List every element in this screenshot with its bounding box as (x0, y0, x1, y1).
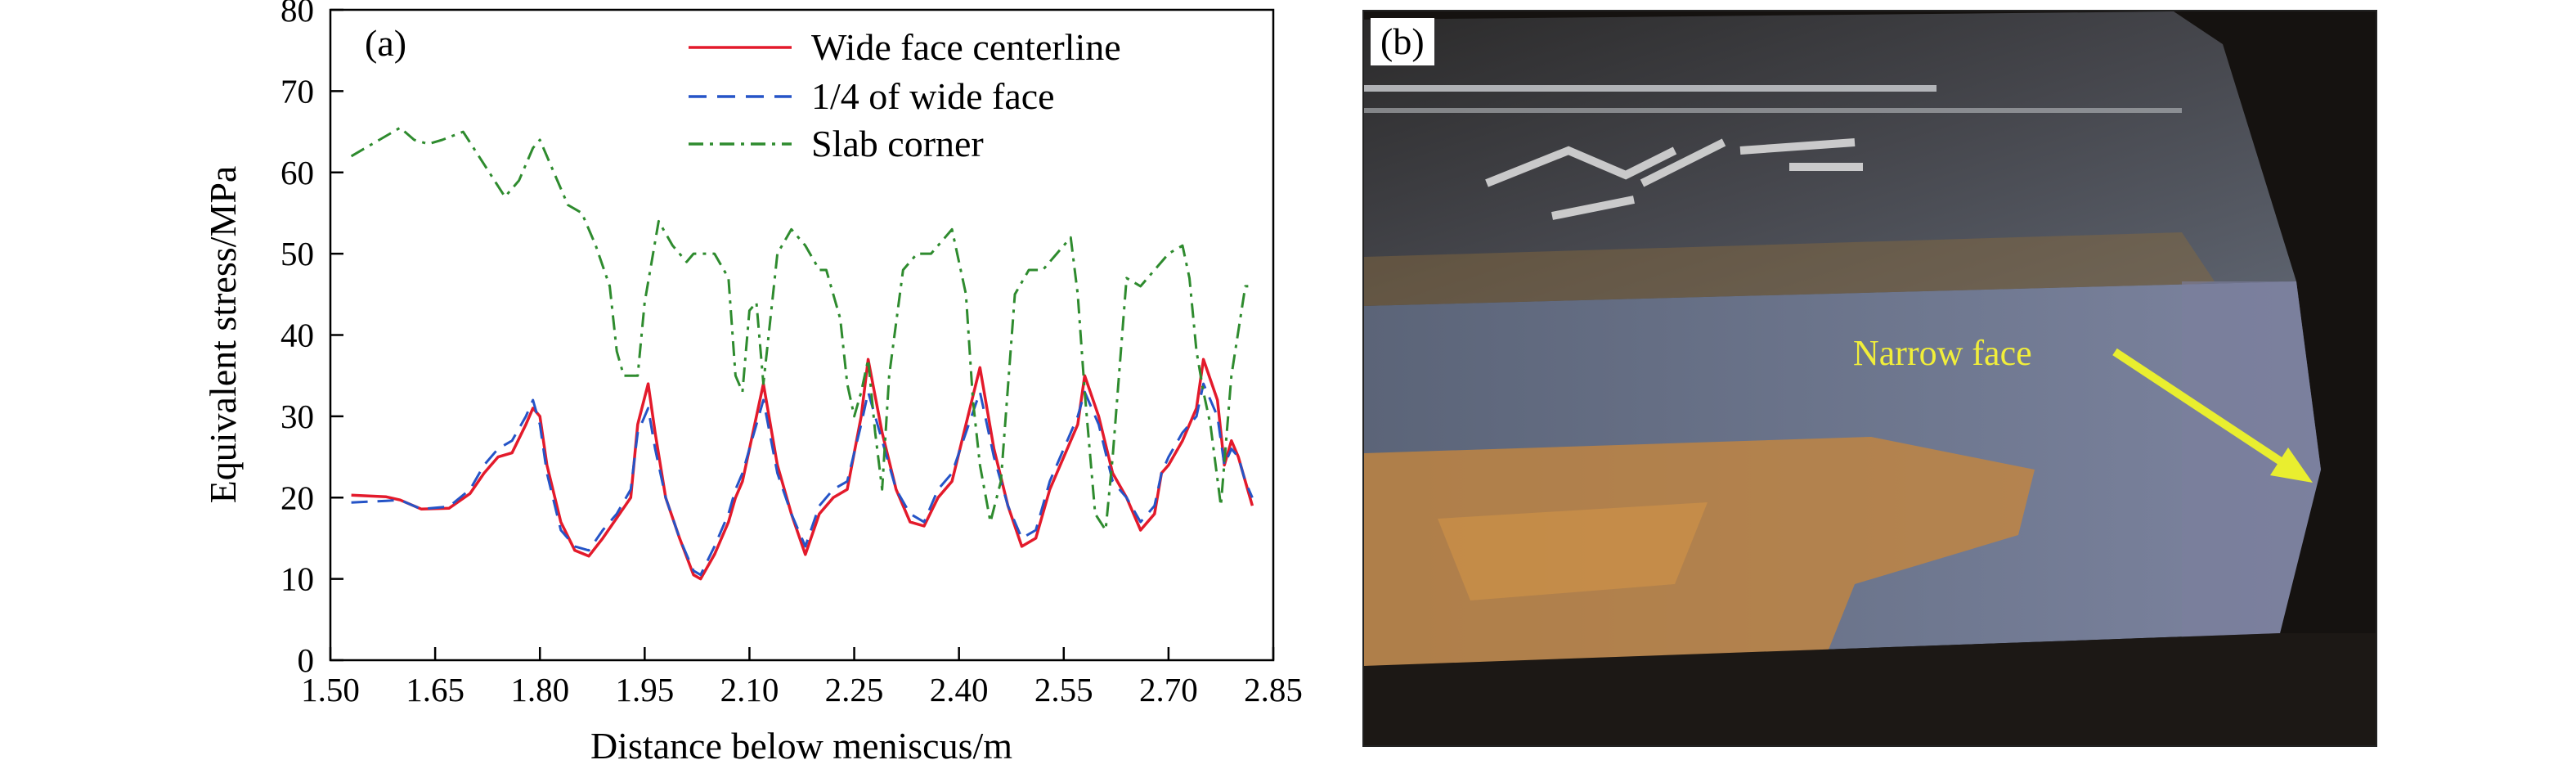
legend-label-quarter-wide-face: 1/4 of wide face (811, 75, 1055, 117)
y-tick-label: 50 (280, 235, 314, 272)
x-tick-label: 1.80 (510, 671, 569, 708)
y-tick-label: 30 (280, 398, 314, 435)
x-axis-label: Distance below meniscus/m (590, 725, 1012, 767)
narrow-face-arrow-icon (2112, 348, 2291, 470)
y-tick-label: 70 (280, 72, 314, 110)
x-tick-label: 2.85 (1244, 671, 1303, 708)
y-tick-label: 80 (280, 0, 314, 29)
axis-ticks: 1.50 1.65 1.80 1.95 2.10 2.25 2.40 2.55 2.70 2.85… (280, 0, 1303, 708)
y-tick-label: 20 (280, 479, 314, 516)
x-tick-label: 2.70 (1139, 671, 1198, 708)
x-tick-label: 2.25 (825, 671, 884, 708)
slab-photo: (b) Narrow face (1362, 10, 2377, 747)
x-tick-label: 1.95 (615, 671, 674, 708)
x-tick-label: 1.50 (301, 671, 360, 708)
narrow-face-arrowhead-icon (2270, 447, 2313, 483)
y-tick-label: 40 (280, 317, 314, 354)
x-tick-label: 2.40 (930, 671, 989, 708)
narrow-face-label: Narrow face (1853, 333, 2032, 373)
panel-label-a: (a) (365, 22, 406, 64)
legend-label-slab-corner: Slab corner (811, 123, 984, 164)
y-tick-label: 60 (280, 154, 314, 191)
y-axis-label: Equivalent stress/MPa (202, 166, 244, 504)
series-lines (350, 126, 1254, 581)
series-line-slab-corner (350, 126, 1253, 532)
panel-label-b: (b) (1371, 18, 1434, 65)
y-tick-label: 0 (298, 641, 315, 679)
y-tick-label: 10 (280, 560, 314, 598)
x-tick-label: 2.55 (1034, 671, 1093, 708)
legend: Wide face centerline 1/4 of wide face Sl… (689, 26, 1121, 164)
plot-frame (329, 8, 1275, 662)
series-line-quarter-wide-face (351, 382, 1254, 577)
x-tick-label: 1.65 (406, 671, 464, 708)
x-tick-label: 2.10 (720, 671, 779, 708)
legend-label-wide-face-centerline: Wide face centerline (811, 26, 1121, 68)
slab-photo-image (1364, 11, 2376, 745)
stress-chart: 1.50 1.65 1.80 1.95 2.10 2.25 2.40 2.55 2.70 2.85… (202, 0, 1303, 767)
